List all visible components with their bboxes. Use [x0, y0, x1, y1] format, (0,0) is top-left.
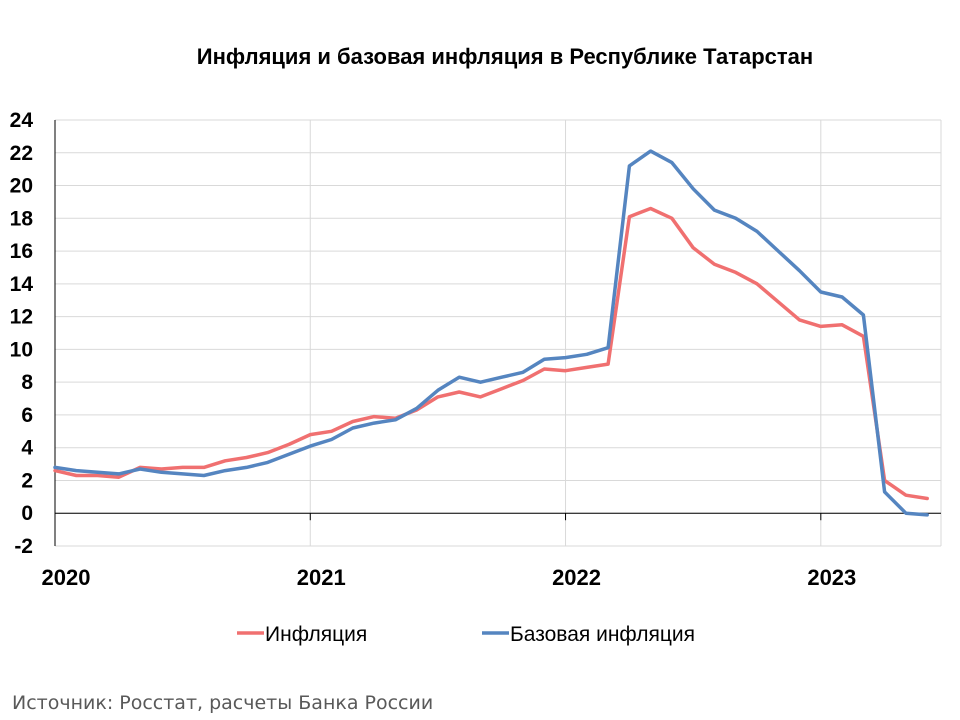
chart-title: Инфляция и базовая инфляция в Республике…: [196, 44, 814, 69]
y-tick-label: 24: [10, 109, 34, 132]
series-line-core-inflation: [53, 149, 929, 517]
y-tick-label: 14: [10, 273, 34, 296]
legend: Инфляция Базовая инфляция: [237, 623, 695, 646]
source-note: Источник: Росстат, расчеты Банка России: [12, 692, 434, 714]
series-lines: [53, 149, 929, 517]
y-tick-label: 20: [10, 175, 33, 198]
y-tick-label: 8: [21, 371, 33, 394]
y-tick-label: 2: [21, 469, 33, 492]
y-tick-label: -2: [14, 535, 33, 558]
y-tick-label: 4: [21, 437, 33, 460]
y-tick-label: 18: [10, 207, 34, 230]
grid: [54, 119, 942, 547]
y-tick-label: 6: [21, 404, 33, 427]
x-tick-label: 2023: [807, 565, 856, 590]
y-tick-label: 22: [10, 142, 33, 165]
y-tick-label: 0: [21, 502, 33, 525]
legend-label: Инфляция: [265, 623, 367, 646]
x-tick-label: 2021: [297, 565, 346, 590]
y-tick-label: 12: [10, 306, 33, 329]
x-tick-label: 2022: [552, 565, 601, 590]
y-tick-label: 16: [10, 240, 33, 263]
legend-label: Базовая инфляция: [510, 623, 695, 646]
y-tick-label: 10: [10, 338, 33, 361]
series-line-inflation: [53, 206, 929, 501]
x-tick-label: 2020: [42, 565, 91, 590]
